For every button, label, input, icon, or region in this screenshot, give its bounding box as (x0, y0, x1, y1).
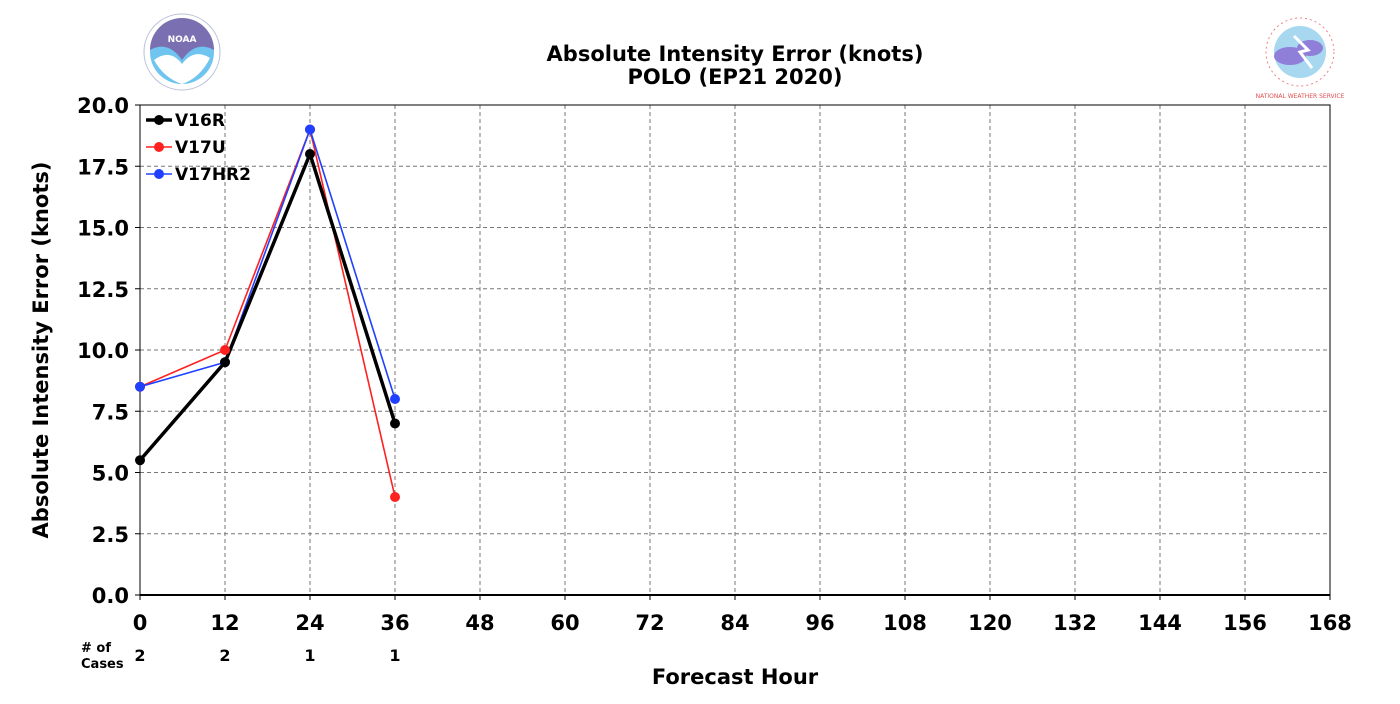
legend-label: V17U (175, 138, 226, 158)
data-point-v17hr2 (135, 381, 145, 392)
x-tick-label: 36 (380, 611, 409, 635)
data-point-v16r (135, 455, 145, 466)
data-point-v17u (390, 492, 400, 502)
x-axis-label: Forecast Hour (652, 665, 819, 689)
x-axis-ticks: 0 12 24 36 48 60 72 84 96 108 120 132 144 156 168 (133, 595, 1352, 635)
x-tick-label: 48 (465, 611, 494, 635)
y-tick-label: 7.5 (92, 400, 129, 424)
x-tick-label: 60 (550, 611, 579, 635)
legend-marker (154, 115, 164, 125)
legend-marker (154, 142, 164, 152)
case-count: 1 (304, 646, 315, 665)
data-point-v16r (220, 357, 230, 368)
x-tick-label: 132 (1053, 611, 1097, 635)
legend-label: V16R (175, 111, 225, 131)
series-line-v17u (139, 128, 396, 498)
series-layer (135, 124, 400, 502)
y-tick-label: 17.5 (77, 155, 129, 179)
data-point-v17u (220, 345, 230, 355)
legend-label: V17HR2 (175, 165, 251, 185)
y-tick-label: 12.5 (77, 278, 129, 302)
series-line-v17hr2 (139, 128, 396, 400)
y-tick-label: 10.0 (77, 339, 129, 363)
series-line-v16r (138, 152, 397, 462)
data-point-v17hr2 (390, 394, 400, 404)
x-tick-label: 168 (1308, 611, 1352, 635)
y-tick-label: 2.5 (92, 523, 129, 547)
cases-label: # of (81, 641, 111, 656)
cases-label: Cases (81, 657, 124, 672)
y-tick-label: 5.0 (92, 462, 129, 486)
nws-logo-icon: NATIONAL WEATHER SERVICE (1256, 14, 1345, 100)
y-tick-label: 15.0 (77, 217, 129, 241)
noaa-logo-text: NOAA (168, 35, 197, 45)
y-tick-label: 20.0 (77, 94, 129, 118)
x-tick-label: 120 (968, 611, 1012, 635)
x-tick-label: 0 (133, 611, 148, 635)
y-axis-label: Absolute Intensity Error (knots) (29, 162, 53, 539)
x-tick-label: 156 (1223, 611, 1267, 635)
x-tick-label: 84 (720, 611, 749, 635)
y-axis-ticks: 0.0 2.5 5.0 7.5 10.0 12.5 15.0 17.5 20.0 (77, 94, 140, 608)
x-tick-label: 24 (295, 611, 324, 635)
x-tick-label: 12 (210, 611, 239, 635)
nws-logo-text: NATIONAL WEATHER SERVICE (1256, 93, 1345, 100)
y-tick-label: 0.0 (92, 584, 129, 608)
x-tick-label: 108 (883, 611, 927, 635)
noaa-logo-icon: NOAA (143, 13, 221, 91)
x-tick-label: 96 (805, 611, 834, 635)
data-point-v16r (390, 418, 400, 429)
case-count: 1 (389, 646, 400, 665)
legend: V16R V17U V17HR2 (146, 111, 251, 185)
data-point-v16r (305, 149, 315, 159)
legend-marker (154, 169, 164, 179)
case-count: 2 (219, 646, 230, 665)
case-count: 2 (134, 646, 145, 665)
x-tick-label: 144 (1138, 611, 1182, 635)
data-point-v17hr2 (305, 124, 315, 135)
x-tick-label: 72 (635, 611, 664, 635)
chart-title: Absolute Intensity Error (knots) (547, 42, 924, 66)
chart-subtitle: POLO (EP21 2020) (628, 65, 843, 89)
